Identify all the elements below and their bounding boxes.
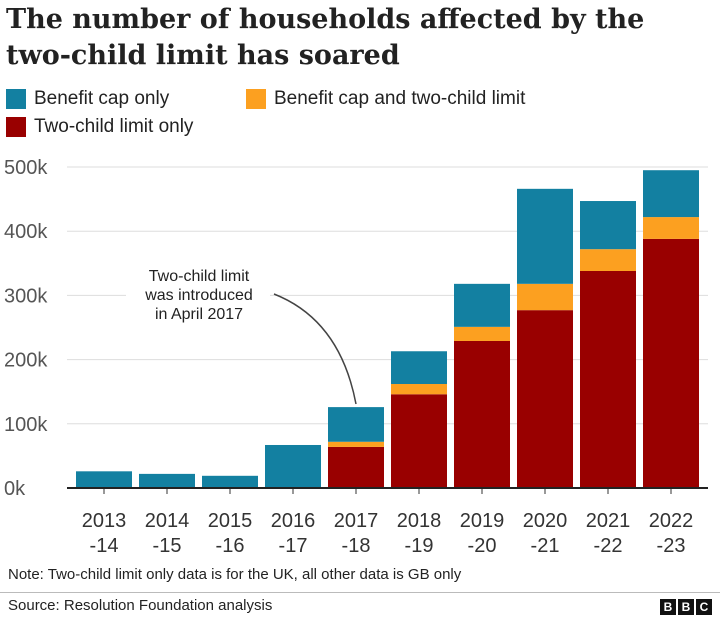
x-tick-label: -17 <box>279 535 308 557</box>
bar-segment <box>517 283 573 311</box>
bar-segment <box>580 271 636 488</box>
x-tick-label: 2019 <box>460 510 505 532</box>
bar-segment <box>643 217 699 239</box>
x-tick-label: 2014 <box>145 510 190 532</box>
bar-segment <box>265 444 321 488</box>
x-tick-label: 2018 <box>397 510 442 532</box>
x-tick-label: -20 <box>468 535 497 557</box>
bar-segment <box>454 326 510 341</box>
bar-segment <box>454 283 510 327</box>
y-tick-label: 300k <box>4 285 48 307</box>
legend-swatch <box>6 117 26 137</box>
source: Source: Resolution Foundation analysis <box>8 597 273 614</box>
bar-segment <box>454 340 510 488</box>
x-tick-label: -22 <box>594 535 623 557</box>
x-tick-label: -16 <box>216 535 245 557</box>
bar-segment <box>328 407 384 442</box>
x-tick-label: 2015 <box>208 510 253 532</box>
x-tick-label: -15 <box>153 535 182 557</box>
bar-segment <box>391 383 447 395</box>
bar-segment <box>580 201 636 250</box>
bar-segment <box>76 471 132 488</box>
y-tick-label: 0k <box>4 478 26 500</box>
bar-segment <box>391 351 447 384</box>
plot-area: 0k 100k 200k 300k 400k 500k 2013 -14 2014 -15 2015… <box>4 157 708 557</box>
bar-segment <box>202 475 258 488</box>
legend-label: Benefit cap and two-child limit <box>274 88 526 109</box>
x-tick-label: -18 <box>342 535 371 557</box>
x-tick-label: 2013 <box>82 510 127 532</box>
x-tick-label: 2020 <box>523 510 568 532</box>
bar-segment <box>139 473 195 488</box>
legend-label: Benefit cap only <box>34 88 170 109</box>
annotation-arrow <box>273 293 357 405</box>
legend-label: Two-child limit only <box>34 116 194 137</box>
y-tick-label: 400k <box>4 221 48 243</box>
bar-segment <box>643 170 699 218</box>
bar-segment <box>580 249 636 272</box>
x-tick-label: -19 <box>405 535 434 557</box>
note: Note: Two-child limit only data is for t… <box>8 566 462 583</box>
legend-swatch <box>6 89 26 109</box>
bar-segment <box>391 394 447 488</box>
legend-two-child-only: Two-child limit only <box>6 116 193 138</box>
annotation-text: in April 2017 <box>155 306 243 323</box>
x-tick-label: 2021 <box>586 510 631 532</box>
y-tick-label: 500k <box>4 157 48 179</box>
x-tick-label: 2022 <box>649 510 694 532</box>
x-tick-label: -21 <box>531 535 560 557</box>
chart-title: The number of households affected by the… <box>6 4 645 71</box>
y-tick-label: 100k <box>4 414 48 436</box>
annotation-text: was introduced <box>144 287 253 304</box>
bar-segment <box>643 238 699 488</box>
annotation-background <box>126 262 270 330</box>
y-tick-label: 200k <box>4 350 48 372</box>
legend-swatch <box>246 89 266 109</box>
x-tick-label: 2017 <box>334 510 379 532</box>
x-tick-label: -23 <box>657 535 686 557</box>
bar-segment <box>517 310 573 488</box>
divider <box>0 592 720 593</box>
bar-segment <box>328 446 384 488</box>
legend-benefit-cap-and-two-child: Benefit cap and two-child limit <box>246 88 525 110</box>
bar-segment <box>328 441 384 447</box>
x-tick-label: 2016 <box>271 510 316 532</box>
legend-benefit-cap-only: Benefit cap only <box>6 88 169 110</box>
x-tick-label: -14 <box>90 535 119 557</box>
annotation-text: Two-child limit <box>149 268 250 285</box>
bar-segment <box>517 188 573 284</box>
